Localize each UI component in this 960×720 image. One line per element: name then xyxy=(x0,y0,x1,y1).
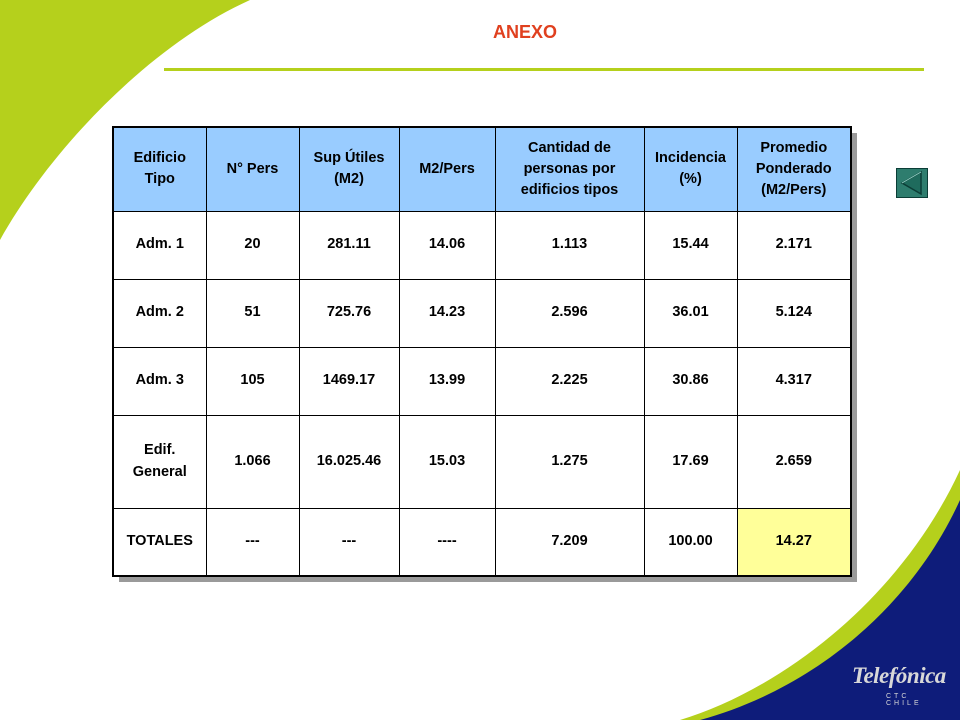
cell-sup-utiles: --- xyxy=(298,507,400,577)
header-sup-utiles: Sup Útiles (M2) xyxy=(298,126,400,212)
slide-title: ANEXO xyxy=(492,22,557,42)
cell-incidencia: 100.00 xyxy=(643,507,738,577)
cell-n-pers: 20 xyxy=(205,210,300,280)
table-header-row: Edificio Tipo N° Pers Sup Útiles (M2) M2/P… xyxy=(112,126,852,212)
cell-cantidad: 2.225 xyxy=(494,346,645,416)
header-m2-pers: M2/Pers xyxy=(398,126,496,212)
cell-cantidad: 1.275 xyxy=(494,414,645,509)
cell-m2-pers: ---- xyxy=(398,507,496,577)
header-edificio-tipo: Edificio Tipo xyxy=(112,126,207,212)
title-divider xyxy=(164,68,924,71)
row-label: Adm. 1 xyxy=(112,210,207,280)
row-label: Adm. 2 xyxy=(112,278,207,348)
header-incidencia: Incidencia (%) xyxy=(643,126,738,212)
logo-subtitle: CTC CHILE xyxy=(886,693,922,707)
cell-incidencia: 15.44 xyxy=(643,210,738,280)
cell-incidencia: 30.86 xyxy=(643,346,738,416)
cell-cantidad: 2.596 xyxy=(494,278,645,348)
cell-n-pers: --- xyxy=(205,507,300,577)
cell-promedio: 5.124 xyxy=(736,278,852,348)
cell-promedio: 2.171 xyxy=(736,210,852,280)
header-cantidad-personas: Cantidad de personas por edificios tipos xyxy=(494,126,645,212)
cell-sup-utiles: 1469.17 xyxy=(298,346,400,416)
cell-promedio: 4.317 xyxy=(736,346,852,416)
back-button[interactable] xyxy=(896,168,928,198)
cell-n-pers: 51 xyxy=(205,278,300,348)
cell-m2-pers: 14.06 xyxy=(398,210,496,280)
cell-m2-pers: 14.23 xyxy=(398,278,496,348)
cell-m2-pers: 15.03 xyxy=(398,414,496,509)
logo-wordmark: Telefónica xyxy=(852,663,946,688)
table-row: Adm. 2 51 725.76 14.23 2.596 36.01 5.124 xyxy=(112,278,852,348)
table-row: Edif. General 1.066 16.025.46 15.03 1.275… xyxy=(112,414,852,509)
row-label: Edif. General xyxy=(112,414,207,509)
cell-sup-utiles: 281.11 xyxy=(298,210,400,280)
cell-promedio-total: 14.27 xyxy=(736,507,852,577)
totals-row: TOTALES --- --- ---- 7.209 100.00 14.27 xyxy=(112,507,852,577)
header-promedio-ponderado: Promedio Ponderado (M2/Pers) xyxy=(736,126,852,212)
triangle-left-icon xyxy=(900,170,922,196)
row-label: TOTALES xyxy=(112,507,207,577)
cell-n-pers: 105 xyxy=(205,346,300,416)
cell-cantidad: 7.209 xyxy=(494,507,645,577)
data-table: Edificio Tipo N° Pers Sup Útiles (M2) M2/P… xyxy=(112,126,852,577)
cell-promedio: 2.659 xyxy=(736,414,852,509)
cell-n-pers: 1.066 xyxy=(205,414,300,509)
cell-m2-pers: 13.99 xyxy=(398,346,496,416)
row-label: Adm. 3 xyxy=(112,346,207,416)
cell-incidencia: 17.69 xyxy=(643,414,738,509)
cell-sup-utiles: 725.76 xyxy=(298,278,400,348)
cell-cantidad: 1.113 xyxy=(494,210,645,280)
cell-incidencia: 36.01 xyxy=(643,278,738,348)
table-row: Adm. 3 105 1469.17 13.99 2.225 30.86 4.3… xyxy=(112,346,852,416)
cell-sup-utiles: 16.025.46 xyxy=(298,414,400,509)
telefonica-logo: Telefónica CTC CHILE xyxy=(852,664,948,710)
table-row: Adm. 1 20 281.11 14.06 1.113 15.44 2.171 xyxy=(112,210,852,280)
header-n-pers: N° Pers xyxy=(205,126,300,212)
